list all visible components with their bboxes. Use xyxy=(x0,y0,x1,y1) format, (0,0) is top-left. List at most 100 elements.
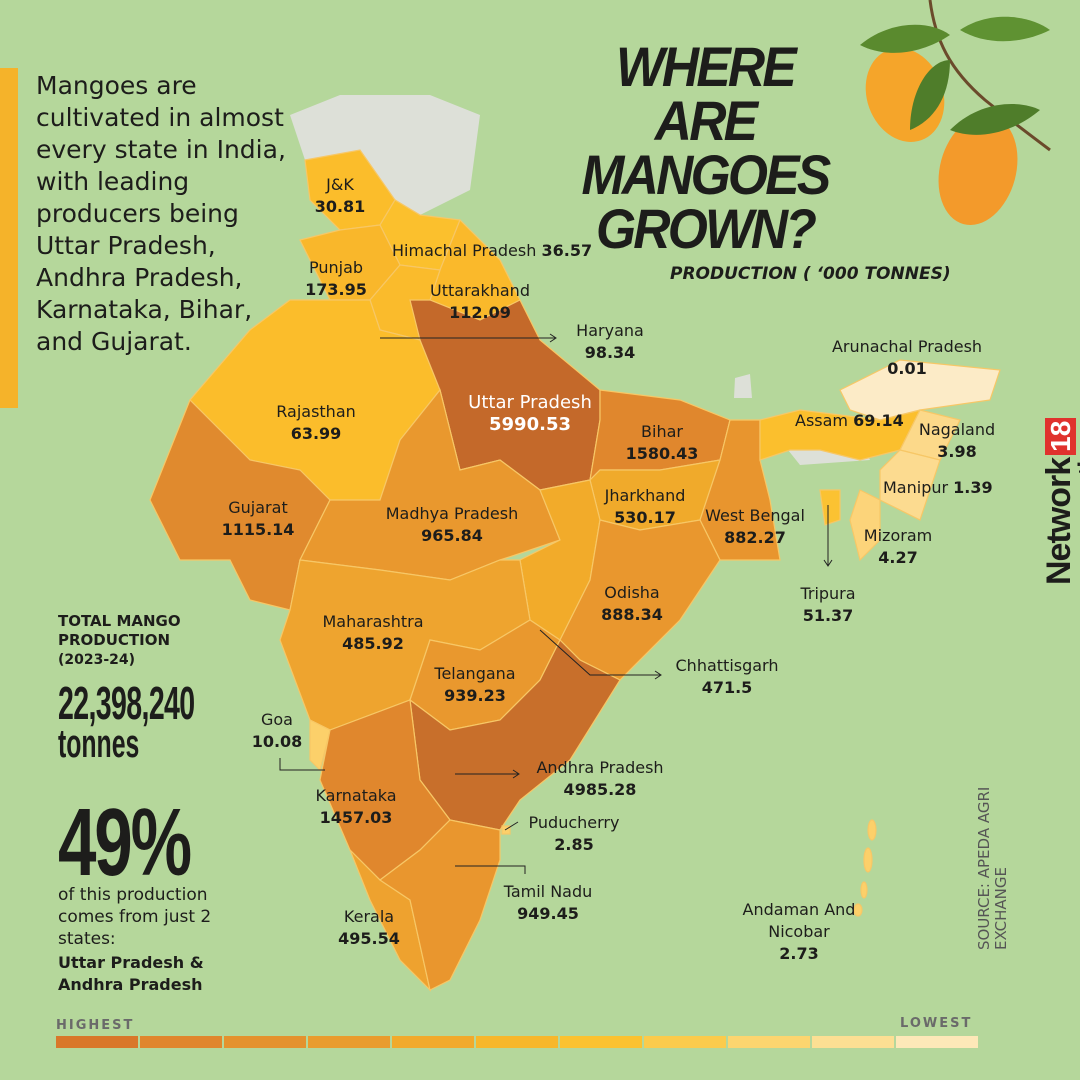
state-name: Tamil Nadu xyxy=(503,882,593,901)
state-value: 1.39 xyxy=(953,478,993,497)
state-value: 495.54 xyxy=(338,929,400,948)
state-name: Telangana xyxy=(434,664,516,683)
legend-swatch xyxy=(896,1036,978,1048)
legend-swatch xyxy=(728,1036,810,1048)
source: SOURCE: APEDA AGRI EXCHANGE xyxy=(975,786,1010,950)
title-line: ARE MANGOES xyxy=(581,89,832,206)
state-shape xyxy=(849,489,881,562)
legend-swatch xyxy=(140,1036,222,1048)
legend-swatch xyxy=(56,1036,138,1048)
total-label: TOTAL MANGO PRODUCTION xyxy=(58,612,181,649)
state-value: 4.27 xyxy=(878,548,918,567)
state-name: Himachal Pradesh xyxy=(392,241,537,260)
share-value: 49% xyxy=(58,789,192,896)
legend-swatch xyxy=(308,1036,390,1048)
state-value: 0.01 xyxy=(887,359,927,378)
state-shape xyxy=(559,519,721,681)
state-label: Uttar Pradesh 5990.53 xyxy=(468,392,592,436)
legend-low: LOWEST xyxy=(900,1016,973,1031)
state-value: 69.14 xyxy=(853,411,904,430)
state-value: 1457.03 xyxy=(319,808,393,827)
state-name: Rajasthan xyxy=(276,402,356,421)
brand-number: 18 xyxy=(1045,417,1076,455)
legend-swatch xyxy=(224,1036,306,1048)
state-value: 965.84 xyxy=(421,526,483,545)
share-states: Uttar Pradesh & Andhra Pradesh xyxy=(58,953,204,994)
state-value: 2.85 xyxy=(554,835,594,854)
state-value: 36.57 xyxy=(541,241,593,260)
state-shape xyxy=(839,359,1001,421)
title: WHERE ARE MANGOES GROWN? xyxy=(553,39,857,257)
state-name: Uttar Pradesh xyxy=(468,392,592,413)
state-name: Arunachal Pradesh xyxy=(831,337,983,356)
total-period: (2023-24) xyxy=(58,652,136,668)
state-label: Uttarakhand 112.09 xyxy=(430,280,530,324)
brand-sub: creative xyxy=(1074,434,1080,525)
state-label: Maharashtra 485.92 xyxy=(322,611,423,655)
state-label: Karnataka 1457.03 xyxy=(315,785,396,829)
state-value: 112.09 xyxy=(449,303,511,322)
state-name: Chhattisgarh xyxy=(675,656,779,675)
state-shape xyxy=(853,819,877,917)
state-label: West Bengal 882.27 xyxy=(705,505,805,549)
mango-illustration xyxy=(860,0,1051,225)
state-label: Madhya Pradesh 965.84 xyxy=(386,503,519,547)
legend-scale xyxy=(56,1036,978,1048)
state-shape xyxy=(378,819,501,991)
state-label: Himachal Pradesh 36.57 xyxy=(392,240,592,262)
legend-swatch xyxy=(476,1036,558,1048)
state-name: Kerala xyxy=(343,907,395,926)
leader-lines xyxy=(279,333,833,874)
state-name: Uttarakhand xyxy=(430,281,530,300)
legend-swatch xyxy=(812,1036,894,1048)
state-value: 471.5 xyxy=(701,678,753,697)
share-text: of this production comes from just 2 sta… xyxy=(58,885,212,949)
state-name: Andhra Pradesh xyxy=(536,758,664,777)
state-label: Mizoram 4.27 xyxy=(864,525,932,569)
state-name: Manipur xyxy=(883,478,949,497)
state-value: 882.27 xyxy=(724,528,786,547)
state-shapes xyxy=(149,149,1001,992)
unit-label: PRODUCTION ( ‘000 TONNES) xyxy=(670,264,951,284)
state-label: J&K 30.81 xyxy=(315,174,366,218)
legend-high: HIGHEST xyxy=(56,1018,135,1033)
state-label: Tamil Nadu 949.45 xyxy=(504,881,593,925)
state-value: 98.34 xyxy=(584,343,636,362)
state-name: Maharashtra xyxy=(322,612,424,631)
state-value: 173.95 xyxy=(305,280,367,299)
state-label: Telangana 939.23 xyxy=(434,663,515,707)
state-shape xyxy=(759,409,922,461)
state-value: 51.37 xyxy=(802,606,854,625)
state-name: Punjab xyxy=(308,258,364,277)
state-label: Chhattisgarh 471.5 xyxy=(676,655,779,699)
state-value: 1580.43 xyxy=(625,444,699,463)
state-value: 1115.14 xyxy=(221,520,295,539)
brand-logo: Network18 creative xyxy=(1040,417,1080,585)
state-label: Bihar 1580.43 xyxy=(626,421,699,465)
state-name: Gujarat xyxy=(228,498,288,517)
state-name: Nagaland xyxy=(918,420,996,439)
state-label: Puducherry 2.85 xyxy=(529,812,620,856)
state-name: J&K xyxy=(326,175,354,194)
state-shape xyxy=(819,489,841,526)
state-name: Tripura xyxy=(800,584,856,603)
total-unit: tonnes xyxy=(58,722,140,766)
state-value: 949.45 xyxy=(517,904,579,923)
legend-swatch xyxy=(644,1036,726,1048)
state-value: 5990.53 xyxy=(489,414,571,435)
state-name: Mizoram xyxy=(863,526,933,545)
state-name: Andaman And Nicobar xyxy=(742,900,856,941)
state-value: 530.17 xyxy=(614,508,676,527)
total-value: 22,398,240 xyxy=(58,677,195,729)
state-name: West Bengal xyxy=(705,506,805,525)
intro-text: Mangoes are cultivated in almost every s… xyxy=(36,71,286,356)
state-label: Nagaland 3.98 xyxy=(919,419,995,463)
state-label: Assam 69.14 xyxy=(795,410,904,432)
state-value: 10.08 xyxy=(251,732,303,751)
state-label: Tripura 51.37 xyxy=(800,583,855,627)
state-name: Bihar xyxy=(641,422,683,441)
state-label: Andhra Pradesh 4985.28 xyxy=(536,757,663,801)
state-label: Jharkhand 530.17 xyxy=(605,485,686,529)
